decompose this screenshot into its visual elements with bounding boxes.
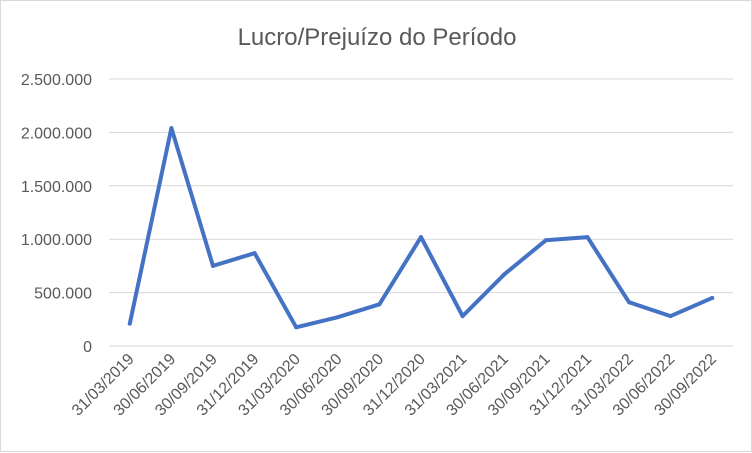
data-point xyxy=(169,126,174,131)
data-point xyxy=(335,315,340,320)
series-line xyxy=(127,126,715,330)
y-tick-label: 0 xyxy=(83,339,92,356)
y-tick-label: 2.500.000 xyxy=(21,72,92,89)
data-point xyxy=(211,263,215,268)
data-point xyxy=(710,295,715,300)
data-point xyxy=(377,302,382,307)
data-point xyxy=(127,321,132,326)
data-point xyxy=(252,251,257,256)
chart-title: Lucro/Prejuízo do Período xyxy=(238,24,517,51)
data-point xyxy=(419,235,423,240)
data-point xyxy=(294,325,299,330)
y-tick-label: 500.000 xyxy=(34,286,92,303)
data-point xyxy=(460,314,465,319)
data-point xyxy=(627,300,631,305)
data-point xyxy=(585,235,590,240)
data-point xyxy=(502,272,507,277)
y-tick-label: 1.500.000 xyxy=(21,179,92,196)
data-point xyxy=(543,238,548,243)
y-tick-label: 1.000.000 xyxy=(21,232,92,249)
data-point xyxy=(668,314,673,319)
y-tick-label: 2.000.000 xyxy=(21,125,92,142)
